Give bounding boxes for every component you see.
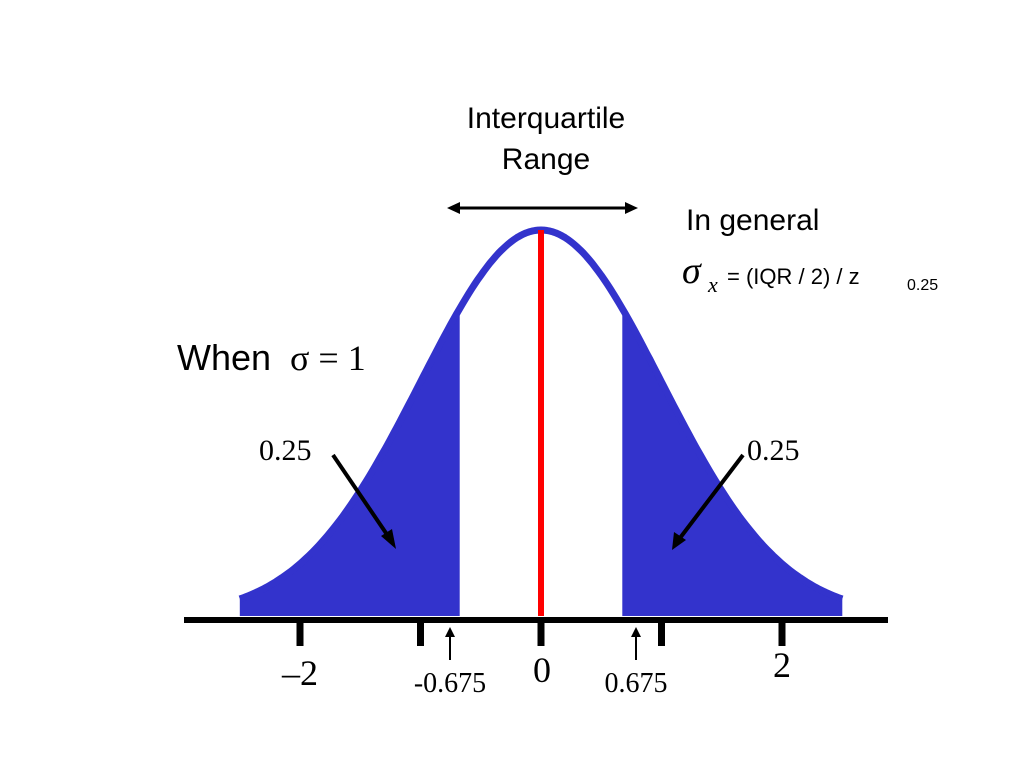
- right-tail-label: 0.25: [747, 434, 800, 467]
- left-tail-arrow-head: [381, 529, 396, 549]
- q1-arrow-head: [445, 627, 455, 637]
- formula-heading: In general: [686, 204, 819, 237]
- q3-arrow-head: [631, 627, 641, 637]
- condition-expression: σ = 1: [290, 338, 366, 378]
- q1-marker: [445, 627, 455, 660]
- formula-subscript-x: x: [707, 272, 718, 297]
- q3-marker: [631, 627, 641, 660]
- formula-rhs-subscript: 0.25: [907, 277, 938, 294]
- iqr-title-line1: Interquartile: [467, 102, 625, 135]
- q3-label: 0.675: [605, 668, 668, 699]
- tick-label-0: 0: [533, 650, 551, 690]
- formula-rhs: = (IQR / 2) / z: [727, 264, 860, 289]
- right-tail-arrow-line: [678, 453, 745, 540]
- right-tail-arrow-head: [672, 532, 686, 550]
- tick-label-neg2: –2: [281, 653, 318, 693]
- iqr-double-arrow: [447, 202, 638, 214]
- right-tail-arrow: [672, 453, 745, 550]
- left-tail-arrow-line: [331, 453, 390, 538]
- iqr-arrow-head-right: [625, 202, 638, 214]
- q1-label: -0.675: [414, 668, 486, 699]
- formula-sigma: σ: [682, 250, 702, 292]
- condition-prefix: When: [177, 337, 271, 378]
- right-tail-shaded-area: [622, 308, 843, 616]
- left-tail-label: 0.25: [259, 434, 312, 467]
- axis-ticks: [296, 620, 786, 646]
- left-tail-arrow: [331, 453, 396, 549]
- left-tail-shaded-area: [239, 308, 460, 616]
- iqr-title-line2: Range: [502, 143, 590, 176]
- iqr-arrow-head-left: [447, 202, 460, 214]
- tick-label-2: 2: [773, 645, 791, 685]
